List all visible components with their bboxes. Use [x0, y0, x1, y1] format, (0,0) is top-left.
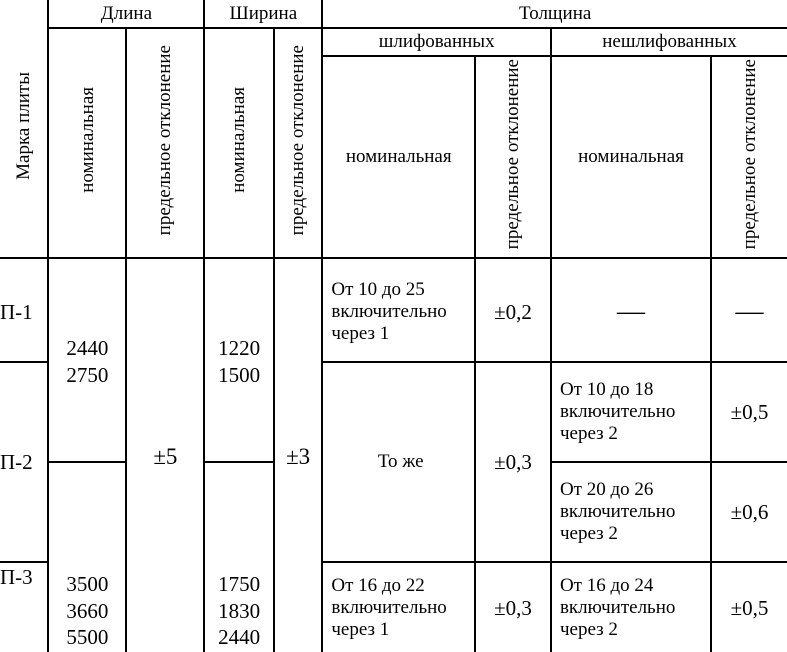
label-deviation-1: предельное отклонение: [154, 45, 176, 235]
col-ground-nominal: номинальная: [322, 56, 475, 258]
label-deviation-3: предельное отклонение: [502, 59, 524, 249]
cell-r1-ground-dev: ±0,2: [475, 262, 551, 362]
col-unground-nominal: номинальная: [551, 56, 711, 258]
col-width-deviation: предельное отклонение: [274, 28, 322, 258]
cell-r2-ground-nom: То же: [322, 362, 475, 562]
label-nominal-3: номинальная: [346, 146, 452, 167]
spec-table: Марка плиты Длина Ширина Толщина номинал…: [0, 0, 787, 652]
cell-length-dev: ±5: [126, 262, 204, 652]
col-ground-deviation: предельное отклонение: [475, 56, 551, 258]
label-deviation-4: предельное отклонение: [739, 59, 761, 249]
cell-width-nom-g2: 1750 1830 2440: [204, 462, 274, 652]
cell-r1-ground-nom: От 10 до 25 включитель­но через 1: [322, 262, 475, 362]
col-width-nominal: номинальная: [204, 28, 274, 258]
col-length-nominal: номинальная: [48, 28, 126, 258]
col-header-length: Длина: [48, 0, 204, 28]
cell-r2b-unground-dev: ±0,6: [711, 462, 787, 562]
cell-r2b-unground-nom: От 20 до 26 включитель­но через 2: [551, 462, 711, 562]
cell-width-nom-g1: 1220 1500: [204, 262, 274, 462]
label-marka: Марка плиты: [13, 72, 35, 180]
label-deviation-2: предельное отклонение: [287, 45, 309, 235]
col-header-mark: Марка плиты: [0, 0, 48, 258]
col-header-thickness: Толщина: [322, 0, 787, 28]
col-header-unground: нешлифованных: [551, 28, 787, 56]
cell-r2-ground-dev: ±0,3: [475, 362, 551, 562]
cell-r1-unground-nom: —: [551, 262, 711, 362]
cell-length-nom-g1: 2440 2750: [48, 262, 126, 462]
cell-width-dev: ±3: [274, 262, 322, 652]
cell-r1-unground-dev: —: [711, 262, 787, 362]
cell-mark-p1: П-1: [0, 262, 48, 362]
label-nominal-4: номинальная: [578, 146, 684, 167]
col-length-deviation: предельное отклонение: [126, 28, 204, 258]
table-row: П-1 2440 2750 ±5 1220 1500 ±3 От 10 до 2…: [0, 262, 787, 362]
col-unground-deviation: предельное отклонение: [711, 56, 787, 258]
cell-length-nom-g2: 3500 3660 5500: [48, 462, 126, 652]
label-nominal-2: номинальная: [228, 87, 250, 193]
col-header-width: Ширина: [204, 0, 322, 28]
cell-mark-p2: П-2: [0, 362, 48, 562]
label-nominal-1: номинальная: [77, 87, 99, 193]
col-header-ground: шлифованных: [322, 28, 551, 56]
cell-r2a-unground-dev: ±0,5: [711, 362, 787, 462]
cell-r2a-unground-nom: От 10 до 18 включитель­но через 2: [551, 362, 711, 462]
